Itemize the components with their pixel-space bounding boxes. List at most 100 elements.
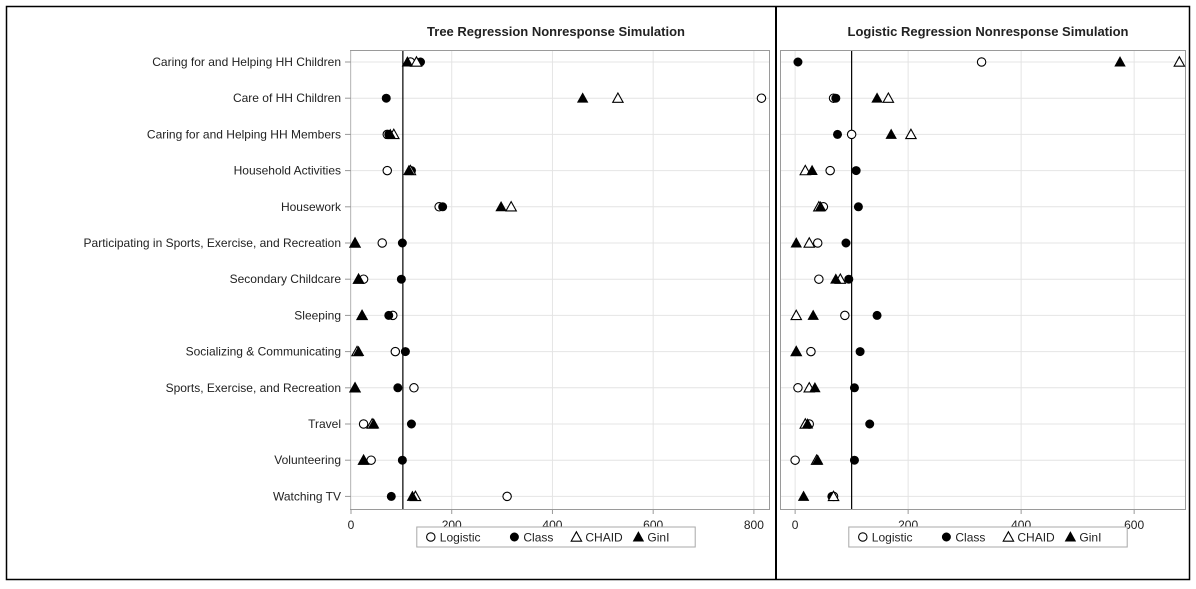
x-tick-label: 0 <box>348 518 355 532</box>
marker-class <box>851 166 861 176</box>
legend-marker-logistic <box>426 532 436 542</box>
marker-class <box>855 347 865 357</box>
tree-plot-area <box>350 50 770 510</box>
marker-class <box>833 129 843 139</box>
category-label: Watching TV <box>273 489 341 503</box>
marker-class <box>393 383 403 393</box>
legend-label: CHAID <box>585 531 623 545</box>
tree-category-labels: Caring for and Helping HH Children Care o… <box>84 55 351 503</box>
marker-chaid <box>505 200 518 212</box>
marker-chaid <box>410 55 423 67</box>
category-label: Socializing & Communicating <box>186 345 341 359</box>
marker-logistic <box>812 238 823 248</box>
marker-logistic <box>793 383 803 393</box>
marker-gini <box>790 237 802 248</box>
marker-gini <box>807 309 819 320</box>
marker-logistic <box>976 57 987 67</box>
category-label: Housework <box>281 200 342 214</box>
marker-gini <box>814 200 827 212</box>
marker-class <box>849 455 859 465</box>
marker-logistic <box>825 165 835 176</box>
marker-gini <box>871 92 883 103</box>
legend-marker-logistic <box>858 532 868 542</box>
marker-class <box>853 202 863 212</box>
tree-gridlines <box>350 51 769 509</box>
marker-class <box>384 310 394 320</box>
legend-marker-chaid <box>570 530 583 542</box>
marker-logistic <box>840 310 850 321</box>
category-label: Household Activities <box>234 164 341 178</box>
legend-marker-class <box>941 532 951 542</box>
marker-logistic <box>377 238 387 248</box>
marker-logistic <box>814 274 824 284</box>
legend-label: GinI <box>647 531 669 545</box>
marker-gini <box>812 454 824 465</box>
marker-gini <box>356 309 368 320</box>
category-label: Secondary Childcare <box>230 272 342 286</box>
marker-chaid <box>790 309 803 321</box>
category-label: Care of HH Children <box>233 91 341 105</box>
marker-chaid <box>904 128 918 140</box>
marker-gini <box>357 454 370 465</box>
legend-box <box>848 526 1128 548</box>
category-label: Sleeping <box>294 308 341 322</box>
marker-gini <box>806 164 818 176</box>
marker-class <box>831 93 841 103</box>
marker-gini <box>809 381 821 393</box>
logistic-panel-title: Logistic Regression Nonresponse Simulati… <box>848 24 1129 39</box>
marker-gini <box>1114 56 1126 67</box>
marker-class <box>793 57 803 67</box>
logistic-markers <box>790 55 1186 502</box>
marker-gini <box>801 418 814 429</box>
marker-gini <box>797 490 810 501</box>
category-label: Caring for and Helping HH Children <box>152 55 341 69</box>
marker-class <box>381 93 391 103</box>
marker-chaid <box>827 490 840 502</box>
marker-gini <box>349 237 361 248</box>
marker-class <box>406 419 416 429</box>
legend-label: Logistic <box>872 531 913 545</box>
marker-gini <box>367 418 380 429</box>
x-tick-label: 800 <box>744 518 764 532</box>
legend-box <box>416 526 696 548</box>
marker-gini <box>403 164 415 176</box>
x-tick-label: 600 <box>1124 518 1144 532</box>
marker-chaid <box>611 91 625 103</box>
marker-class <box>386 491 396 501</box>
marker-chaid <box>1173 55 1186 67</box>
logistic-plot-area <box>780 50 1186 510</box>
marker-gini <box>352 273 365 284</box>
marker-class <box>872 310 882 320</box>
marker-class <box>849 383 859 393</box>
tree-markers <box>348 55 767 502</box>
legend-label: CHAID <box>1017 531 1055 545</box>
marker-class <box>397 455 407 465</box>
legend-label: Class <box>523 531 553 545</box>
tree-panel-title: Tree Regression Nonresponse Simulation <box>427 24 685 39</box>
marker-logistic <box>756 93 767 103</box>
marker-gini <box>384 128 396 139</box>
marker-gini <box>790 345 802 357</box>
category-label: Volunteering <box>274 453 341 467</box>
category-label: Caring for and Helping HH Members <box>147 127 341 141</box>
marker-logistic <box>846 129 857 140</box>
legend-marker-class <box>509 532 519 542</box>
legend-marker-gini <box>632 531 645 542</box>
marker-class <box>865 419 875 429</box>
marker-gini <box>495 200 507 212</box>
marker-logistic <box>358 419 369 429</box>
marker-logistic <box>790 455 800 465</box>
marker-class <box>841 238 851 248</box>
marker-class <box>438 202 448 212</box>
category-label: Travel <box>308 417 341 431</box>
marker-class <box>400 347 410 357</box>
marker-gini <box>830 273 842 284</box>
legend-marker-chaid <box>1002 530 1015 542</box>
marker-gini <box>576 92 589 103</box>
marker-gini <box>885 128 897 139</box>
legend-marker-gini <box>1064 531 1077 542</box>
x-tick-label: 0 <box>792 518 799 532</box>
marker-class <box>397 238 407 248</box>
